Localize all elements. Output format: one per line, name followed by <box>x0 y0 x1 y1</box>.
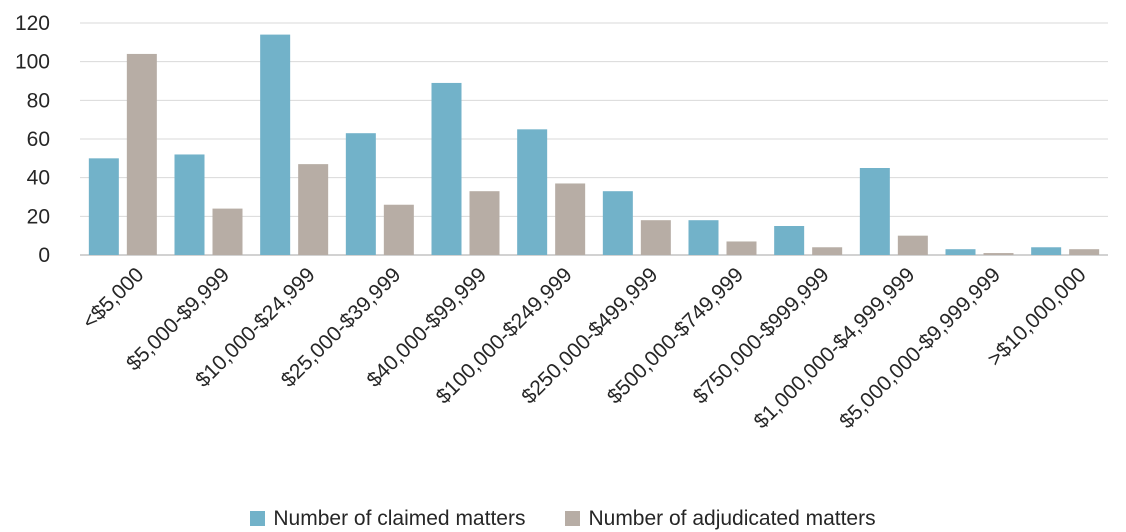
y-tick-label: 0 <box>38 244 50 267</box>
bar-claimed <box>88 158 119 255</box>
bar-adjudicated <box>812 247 843 255</box>
legend-swatch-adjudicated <box>565 511 581 526</box>
gridlines <box>80 22 1108 256</box>
y-axis-ticks: 0 20 40 60 80 100 120 <box>15 12 50 267</box>
bar-claimed <box>260 34 291 255</box>
bars <box>88 34 1100 255</box>
bar-adjudicated <box>726 241 757 255</box>
legend: Number of claimed matters Number of adju… <box>0 505 1126 532</box>
bar-claimed <box>431 82 462 255</box>
bar-claimed <box>1031 247 1062 255</box>
legend-label-claimed: Number of claimed matters <box>273 506 526 530</box>
bar-claimed <box>774 226 805 255</box>
y-tick-label: 60 <box>27 128 50 151</box>
bar-claimed <box>859 168 890 255</box>
legend-label-adjudicated: Number of adjudicated matters <box>588 506 876 530</box>
bar-adjudicated <box>1069 249 1100 255</box>
bar-adjudicated <box>897 235 928 255</box>
legend-swatch-claimed <box>250 511 266 526</box>
bar-adjudicated <box>469 191 500 255</box>
bar-claimed <box>945 249 976 255</box>
bar-adjudicated <box>555 183 586 255</box>
x-axis-ticks: <$5,000$5,000-$9,999$10,000-$24,999$25,0… <box>78 263 1091 433</box>
bar-adjudicated <box>298 164 329 255</box>
bar-claimed <box>602 191 633 255</box>
bar-adjudicated <box>383 204 414 255</box>
legend-item-claimed: Number of claimed matters <box>250 505 525 532</box>
x-tick-label: $5,000,000-$9,999,999 <box>835 263 1005 433</box>
bar-claimed <box>688 220 719 255</box>
legend-item-adjudicated: Number of adjudicated matters <box>565 505 876 532</box>
bar-claimed <box>517 129 548 255</box>
bar-claimed <box>345 133 376 255</box>
bar-claimed <box>174 154 205 255</box>
bar-chart: 0 20 40 60 80 100 120 <$5,000$5,000-$9,999$10,… <box>15 12 1108 433</box>
y-tick-label: 80 <box>27 89 50 112</box>
y-tick-label: 100 <box>15 51 50 74</box>
bar-adjudicated <box>212 208 243 255</box>
x-tick-label: $1,000,000-$4,999,999 <box>750 263 920 433</box>
y-tick-label: 40 <box>27 167 50 190</box>
bar-adjudicated <box>983 253 1014 255</box>
y-tick-label: 20 <box>27 205 50 228</box>
x-tick-label: <$5,000 <box>78 263 148 333</box>
y-tick-label: 120 <box>15 12 50 35</box>
bar-adjudicated <box>126 53 157 255</box>
bar-adjudicated <box>640 220 671 255</box>
